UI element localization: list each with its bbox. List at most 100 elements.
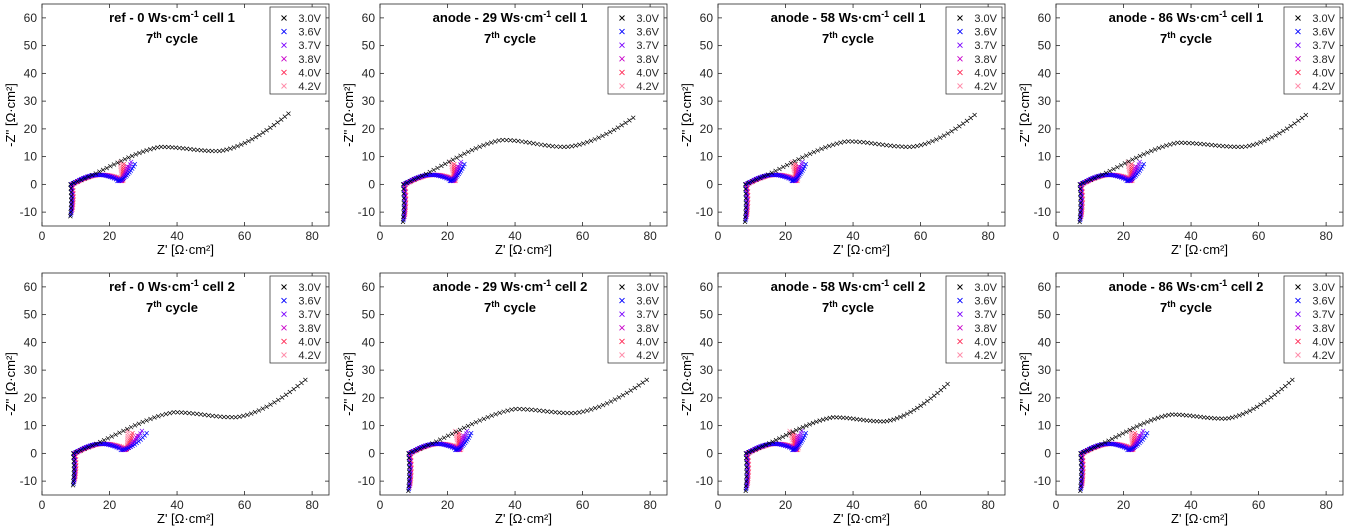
data-point [604,131,609,137]
legend-marker [1295,338,1301,345]
legend-marker [957,338,963,345]
data-point [71,180,77,186]
data-point [892,143,897,149]
data-point [235,143,240,149]
data-point [458,159,464,165]
y-tick-label: 20 [362,391,376,405]
x-tick-label: 60 [914,229,928,243]
data-point [173,145,179,150]
data-point [1177,412,1182,418]
data-point [71,467,77,472]
data-point [1258,140,1263,145]
legend-marker [957,297,963,304]
data-point [1173,412,1178,417]
data-point [488,140,494,145]
data-point [183,410,188,415]
data-point [810,420,816,426]
data-point [1132,430,1138,436]
x-tick-label: 40 [846,229,860,243]
data-point [401,204,407,209]
y-axis-label: -Z'' [Ω·cm²] [1017,83,1032,147]
data-point [945,381,950,387]
y-tick-label: 0 [706,177,713,191]
data-point [275,120,280,125]
axes-box [379,272,668,496]
y-tick-label: 40 [362,66,376,80]
data-point [884,418,890,424]
x-tick-label: 0 [1053,498,1060,512]
data-point [71,471,77,476]
data-point [1078,479,1084,484]
data-point [817,418,822,423]
data-point [1254,404,1260,410]
data-point [202,148,208,153]
legend: 3.0V 3.6V3.7V 3.8V4.0V 4.2V [607,6,665,95]
data-point [257,132,262,138]
data-point [803,161,809,167]
data-point [799,162,804,167]
data-point [1284,126,1290,131]
data-point [537,408,542,413]
y-tick-label: 30 [362,363,376,377]
y-tick-label: 50 [24,308,38,322]
data-point [260,406,266,411]
data-point [188,146,193,152]
data-point [1105,441,1110,447]
series-4.2V [745,159,801,216]
data-point [884,142,889,148]
data-point [504,137,509,143]
data-point [1265,136,1271,142]
data-point [804,423,809,428]
legend-entry: 3.0V [974,13,997,25]
data-point [1128,447,1133,452]
series-4.0V [1080,430,1138,487]
data-point [826,143,832,149]
data-point [824,416,829,421]
panel-subtitle: 7th cycle [146,299,198,315]
data-point [158,144,164,150]
legend-entry: 3.6V [298,27,321,39]
data-point [1126,159,1131,164]
data-point [410,449,415,455]
data-point [469,421,475,427]
data-point [190,411,196,416]
legend: 3.0V 3.6V3.7V 3.8V4.0V 4.2V [607,275,665,364]
legend-entry: 3.7V [298,309,321,321]
y-tick-label: 30 [24,94,38,108]
x-axis-label: Z' [Ω·cm²] [495,242,552,257]
data-point [406,479,412,484]
data-point [462,161,467,167]
legend-entry: 4.0V [1312,67,1335,79]
panel-title: anode - 29 Ws·cm-1 cell 2 [433,278,588,294]
data-point [823,145,828,150]
y-tick-label: -10 [1034,474,1052,488]
data-point [1124,429,1129,434]
legend-entry: 4.2V [298,81,321,93]
data-point [934,137,939,142]
data-point [849,139,855,144]
data-point [1286,380,1292,386]
data-point [746,180,752,186]
data-point [130,443,135,449]
data-point [133,438,139,443]
data-point [1171,141,1177,146]
data-point [169,145,175,150]
series-3.0V [406,377,649,494]
data-point [282,114,288,119]
legend-marker [957,324,963,331]
data-point [746,450,751,455]
data-point [941,133,947,138]
x-axis-label: Z' [Ω·cm²] [833,242,890,257]
y-tick-label: 10 [700,419,714,433]
data-point [1277,130,1282,136]
data-point [427,169,433,175]
data-point [1247,408,1253,413]
y-axis-label: -Z'' [Ω·cm²] [679,83,694,147]
data-point [429,441,435,446]
data-point [773,168,778,174]
data-point [546,143,552,149]
data-point [790,178,796,183]
y-tick-label: 50 [700,308,714,322]
